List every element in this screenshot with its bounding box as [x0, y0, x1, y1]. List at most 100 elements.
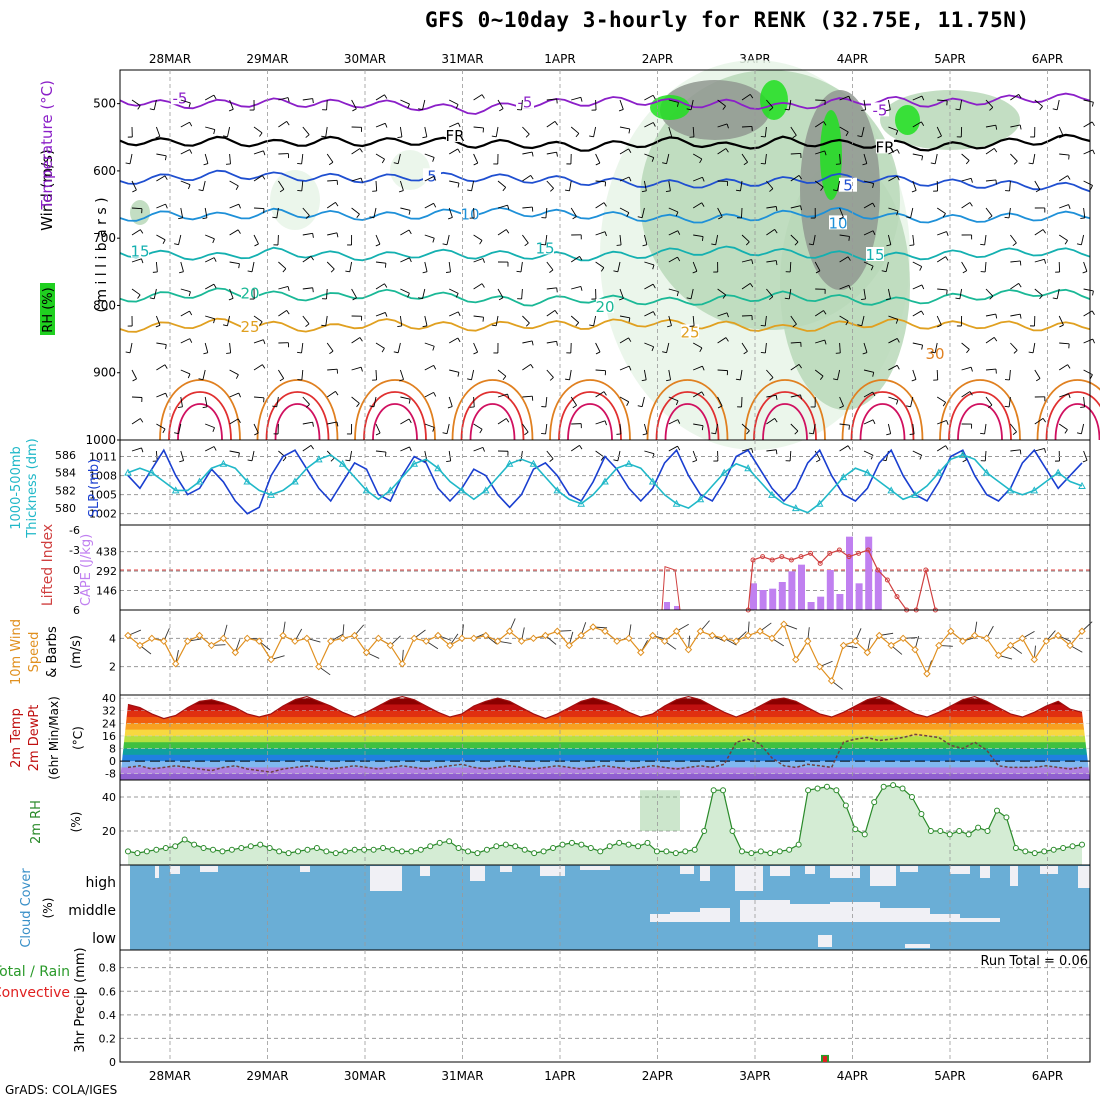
wind-barb: [961, 202, 971, 209]
wind-barb-flag: [359, 337, 363, 342]
wind-barb: [1056, 99, 1060, 110]
wind-barb-flag: [589, 324, 594, 327]
low-level-isotherm: [753, 391, 817, 441]
wind-barb: [571, 96, 581, 101]
wind-speed-marker: [315, 662, 323, 671]
wind-barb: [253, 175, 263, 182]
wind-barb: [934, 342, 938, 353]
wind-speed-marker: [553, 627, 562, 635]
wind-barb: [888, 338, 898, 344]
wind-speed-marker: [732, 637, 740, 645]
wind-barb: [156, 364, 166, 371]
pressure-tick-label: 700: [93, 231, 116, 245]
wind-barb-flag: [1080, 217, 1085, 219]
wind-barb-flag: [775, 449, 778, 455]
wind-barb-flag: [507, 205, 510, 210]
isotherm-label: 15: [130, 243, 149, 261]
wind-barb: [400, 418, 410, 425]
wind-barb: [959, 99, 963, 110]
wind-barb: [717, 148, 727, 155]
wind-barb: [546, 151, 557, 155]
thickness-marker: [935, 468, 943, 476]
wind-barb-flag: [993, 337, 998, 342]
wind-barb-flag: [141, 447, 144, 453]
wind-barb-flag: [132, 378, 137, 382]
wind-barb-flag: [848, 96, 851, 101]
wind-barb-flag: [652, 283, 656, 289]
wind-barb-flag: [213, 318, 216, 324]
isotherm-label-bg: [536, 240, 554, 255]
isotherm-label-bg: [866, 247, 884, 261]
wind-barb: [668, 126, 673, 137]
wind-barb-flag: [628, 128, 631, 134]
wind-barb: [497, 418, 507, 425]
wind-barb-flag: [749, 94, 754, 99]
date-label-top: 1APR: [544, 52, 575, 66]
wind-barb-flag: [881, 270, 887, 273]
rh-marker: [625, 841, 632, 848]
wind-barb: [888, 315, 898, 320]
wind-speed-marker: [160, 637, 168, 645]
wind-barb-flag: [1039, 295, 1043, 300]
wind-barb: [912, 261, 922, 267]
cloud-gap-middle: [960, 918, 1000, 922]
wind-speed-marker: [446, 641, 454, 650]
wind-barb: [1083, 207, 1086, 218]
wind-barb-flag: [418, 297, 423, 300]
rh-marker: [465, 848, 472, 855]
li-marker: [788, 557, 794, 563]
wind-barb-flag: [600, 456, 605, 461]
wind-barb-flag: [895, 130, 899, 135]
wind-barb-flag: [579, 256, 583, 261]
wind-barb-flag: [1091, 102, 1094, 107]
low-level-isotherm: [850, 391, 915, 441]
wind-axis-label: 10m Wind: [9, 619, 24, 685]
wind-barb-flag: [381, 348, 385, 353]
wind-speed-marker: [374, 634, 383, 643]
rh-marker: [578, 841, 585, 848]
wind-barb: [910, 207, 914, 218]
wind-barb-flag: [330, 268, 335, 273]
precip-axis-label: 3hr Precip (mm): [73, 947, 88, 1052]
wind-barb-flag: [399, 379, 404, 382]
wind-barb: [375, 283, 385, 290]
wind-barb: [473, 94, 483, 101]
wind-barb-flag: [872, 202, 876, 208]
thickness-marker: [171, 486, 180, 494]
low-level-isotherm: [558, 391, 622, 441]
wind-barb-flag: [155, 135, 161, 139]
wind-barb-flag: [279, 378, 284, 382]
wind-barb: [1083, 180, 1093, 186]
wind-barb: [1083, 149, 1093, 155]
wind-barb: [302, 126, 310, 135]
cloud-gap-high: [950, 866, 970, 874]
wind-barb: [839, 95, 850, 101]
wind-barb: [595, 202, 605, 209]
rh-tick-label: 40: [102, 791, 116, 804]
pressure-tick-label: 1000: [85, 433, 116, 447]
wind-barb: [546, 180, 554, 189]
wind-barb-flag: [745, 241, 750, 246]
li-marker: [894, 594, 900, 600]
wind-barb: [910, 396, 914, 407]
wind-barb-flag: [701, 425, 704, 431]
low-level-isotherm: [1054, 403, 1100, 441]
wind-barb-flag: [824, 339, 827, 345]
wind-barb-flag: [457, 182, 460, 188]
wind-barb: [863, 202, 873, 209]
wind-barb-flag: [628, 176, 632, 182]
wind-barb: [570, 445, 580, 452]
wind-speed-marker: [327, 637, 335, 645]
wind-barb: [473, 207, 475, 219]
wind-barb: [302, 287, 313, 290]
wind-barb-flag: [359, 148, 363, 153]
wind-barb-flag: [921, 155, 924, 161]
wind-barb: [1010, 449, 1021, 452]
wind-barb: [595, 180, 606, 183]
wind-barb: [1034, 99, 1043, 107]
wind-barb: [545, 423, 548, 434]
wind-barb: [373, 207, 377, 218]
wind-barb-flag: [213, 257, 217, 262]
wind-barb: [790, 175, 800, 182]
wind-barb-flag: [556, 287, 558, 293]
